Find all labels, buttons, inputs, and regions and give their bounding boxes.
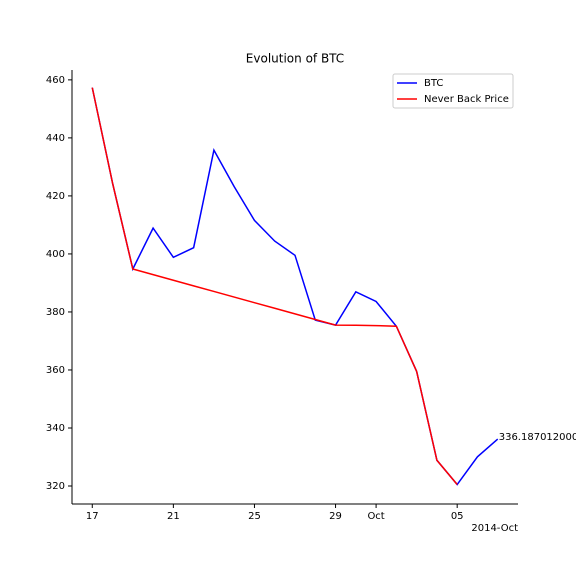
y-tick-label: 340 <box>46 423 65 434</box>
y-tick-label: 320 <box>46 481 65 492</box>
x-tick-label: 25 <box>248 511 261 522</box>
chart-title: Evolution of BTC <box>246 52 344 66</box>
annotation: 336.187012000 <box>499 432 576 443</box>
series-line <box>91 87 499 486</box>
y-tick-label: 380 <box>46 307 65 318</box>
x-tick-label: 29 <box>329 511 342 522</box>
y-tick-label: 420 <box>46 191 65 202</box>
y-tick-label: 460 <box>46 75 65 86</box>
y-tick-label: 400 <box>46 249 65 260</box>
x-tick-label: Oct <box>367 511 384 522</box>
y-tick-label: 440 <box>46 133 65 144</box>
legend-label: Never Back Price <box>424 94 509 105</box>
x-tick-label: 21 <box>167 511 180 522</box>
y-tick-label: 360 <box>46 365 65 376</box>
series-line <box>91 87 458 486</box>
x-tick-label: 05 <box>451 511 464 522</box>
legend-label: BTC <box>424 78 443 89</box>
legend-box <box>392 73 514 109</box>
x-tick-label: 17 <box>86 511 99 522</box>
x-offset-label: 2014-Oct <box>471 523 518 534</box>
legend: BTC Never Back Price <box>392 73 514 109</box>
